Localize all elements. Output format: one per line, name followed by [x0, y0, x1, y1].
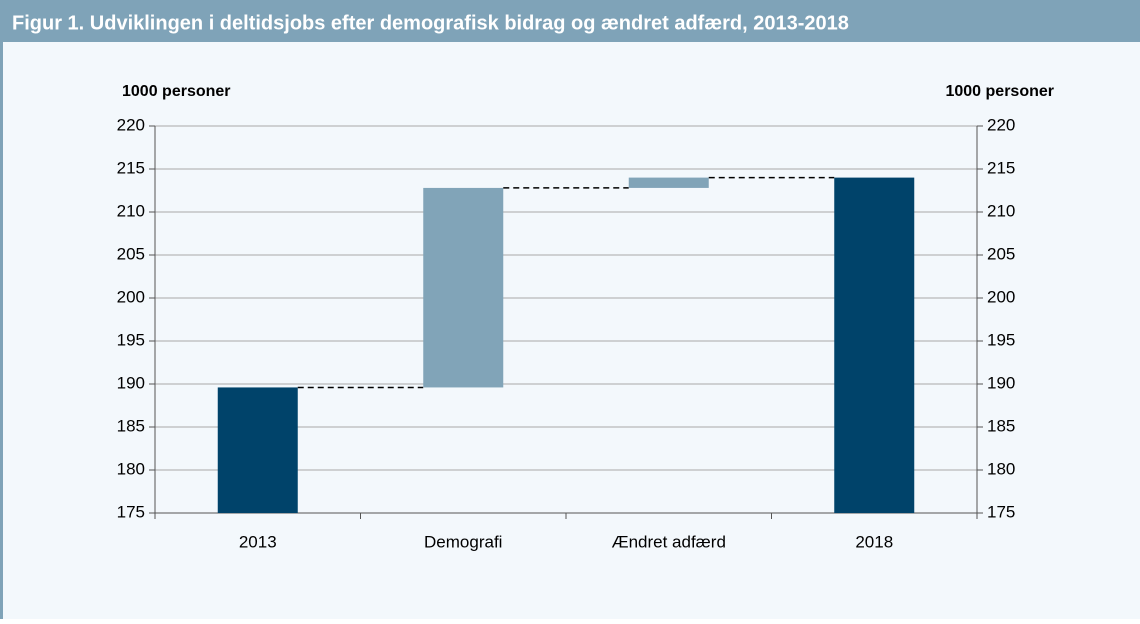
y-tick-label: 175 — [117, 502, 145, 521]
y2-tick-label: 210 — [987, 201, 1015, 220]
y2-tick-label: 175 — [987, 502, 1015, 521]
y2-tick-label: 205 — [987, 244, 1015, 263]
y-tick-label: 190 — [117, 373, 145, 392]
y-tick-label: 205 — [117, 244, 145, 263]
bar — [628, 177, 709, 188]
header-band — [0, 0, 1140, 42]
chart-title: Figur 1. Udviklingen i deltidsjobs efter… — [12, 12, 849, 34]
left-border — [0, 42, 3, 619]
y2-axis-label: 1000 personer — [945, 83, 1054, 100]
y2-tick-label: 195 — [987, 330, 1015, 349]
y2-tick-label: 190 — [987, 373, 1015, 392]
bar — [834, 177, 915, 513]
y-axis-label: 1000 personer — [122, 83, 231, 100]
y2-tick-label: 200 — [987, 287, 1015, 306]
y-tick-label: 220 — [117, 115, 145, 134]
y-tick-label: 215 — [117, 158, 145, 177]
y-tick-label: 200 — [117, 287, 145, 306]
x-tick-label: 2013 — [239, 532, 277, 551]
y2-tick-label: 180 — [987, 459, 1015, 478]
y-tick-label: 210 — [117, 201, 145, 220]
bar — [217, 387, 298, 513]
x-tick-label: 2018 — [855, 532, 893, 551]
x-tick-label: Demografi — [424, 532, 502, 551]
y-tick-label: 185 — [117, 416, 145, 435]
y-tick-label: 195 — [117, 330, 145, 349]
y2-tick-label: 215 — [987, 158, 1015, 177]
y2-tick-label: 220 — [987, 115, 1015, 134]
bar — [423, 187, 504, 388]
y2-tick-label: 185 — [987, 416, 1015, 435]
y-tick-label: 180 — [117, 459, 145, 478]
x-tick-label: Ændret adfærd — [612, 532, 726, 551]
